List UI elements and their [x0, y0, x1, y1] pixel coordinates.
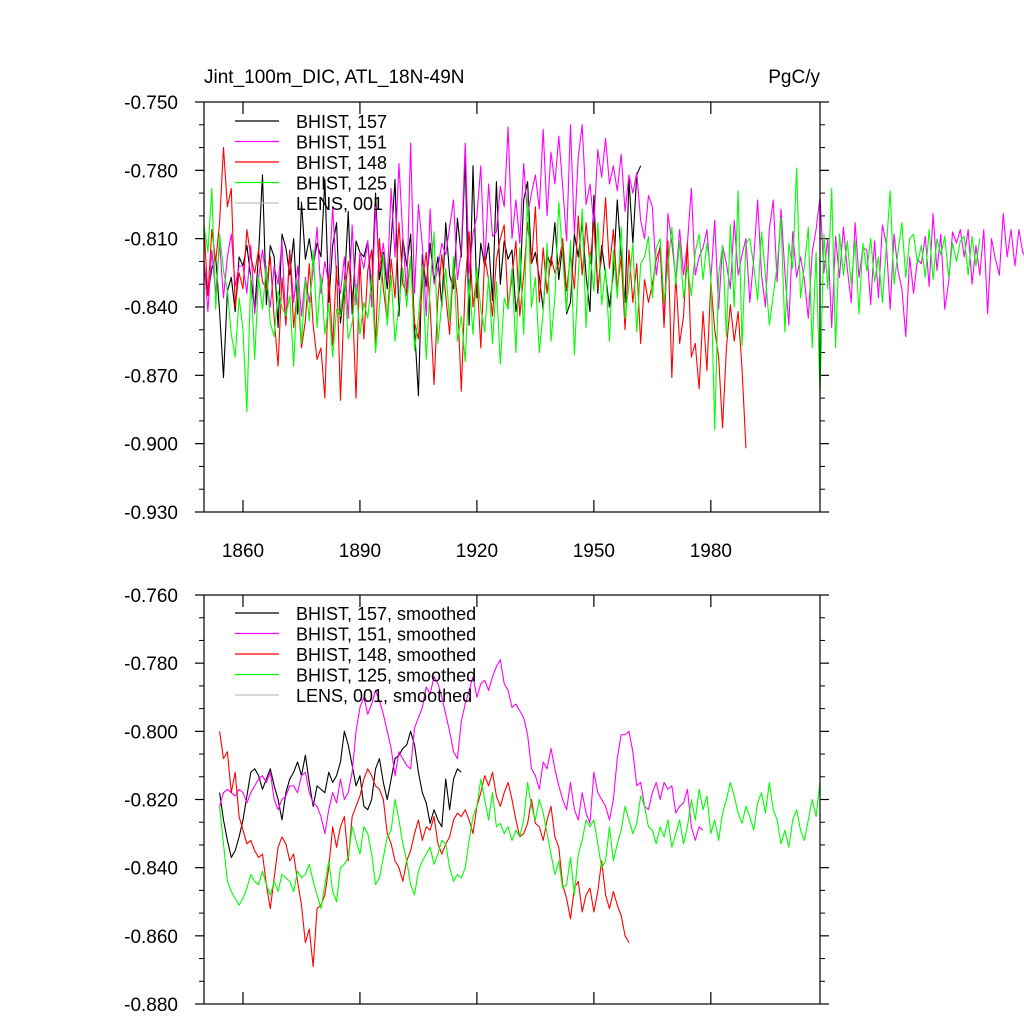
bottom-legend-label: BHIST, 157, smoothed: [296, 604, 476, 624]
top-x-tick-label: 1980: [690, 541, 732, 562]
top-panel-frame: [203, 101, 821, 513]
bottom-series-bhist-157-smoothed: [219, 730, 462, 858]
bottom-y-tick-label: -0.840: [124, 859, 178, 880]
top-panel-series: [203, 124, 1024, 449]
top-legend-label: BHIST, 151: [296, 133, 387, 153]
top-panel-y-axis: -0.750 -0.780 -0.810 -0.840 -0.870 -0.900 -0.9…: [124, 93, 829, 524]
top-legend-label: BHIST, 125: [296, 174, 387, 194]
top-series-bhist-125: [203, 167, 981, 431]
top-y-tick-label: -0.750: [124, 93, 178, 114]
top-x-tick-label: 1860: [222, 541, 264, 562]
top-legend-label: BHIST, 148: [296, 153, 387, 173]
top-panel-title-right: PgC/y: [768, 67, 820, 88]
bottom-legend-label: BHIST, 151, smoothed: [296, 625, 476, 645]
top-legend-label: BHIST, 157: [296, 112, 387, 132]
bottom-panel: -0.760 -0.780 -0.800 -0.820 -0.840 -0.860 -0.8…: [124, 586, 829, 1016]
bottom-panel-series: [219, 659, 821, 968]
bottom-series-bhist-151-smoothed: [219, 659, 704, 841]
bottom-y-tick-label: -0.760: [124, 586, 178, 607]
top-panel-title-left: Jint_100m_DIC, ATL_18N-49N: [204, 67, 465, 88]
top-panel: Jint_100m_DIC, ATL_18N-49N PgC/y -0.750-…: [124, 67, 1024, 562]
top-legend-label: LENS, 001: [296, 194, 383, 214]
bottom-panel-frame: [203, 594, 821, 1005]
bottom-legend-label: LENS, 001, smoothed: [296, 686, 472, 706]
top-y-tick-label: -0.930: [124, 503, 178, 524]
bottom-y-tick-label: -0.800: [124, 722, 178, 743]
top-y-tick-label: -0.900: [124, 435, 178, 456]
top-x-tick-label: 1950: [573, 541, 615, 562]
top-y-tick-label: -0.870: [124, 366, 178, 387]
top-x-tick-label: 1890: [339, 541, 381, 562]
top-panel-x-axis: 1860 1890 1920 1950 1980: [222, 102, 732, 562]
top-y-tick-label: -0.780: [124, 161, 178, 182]
bottom-legend-label: BHIST, 148, smoothed: [296, 645, 476, 665]
bottom-panel-x-axis: [242, 595, 712, 1004]
top-series-bhist-151: [203, 124, 1024, 338]
top-series-bhist-148: [203, 147, 747, 449]
top-x-tick-label: 1920: [456, 541, 498, 562]
bottom-series-bhist-125-smoothed: [219, 778, 821, 910]
top-y-tick-label: -0.840: [124, 298, 178, 319]
bottom-panel-y-axis: -0.760 -0.780 -0.800 -0.820 -0.840 -0.860 -0.8…: [124, 586, 829, 1016]
bottom-legend-label: BHIST, 125, smoothed: [296, 666, 476, 686]
bottom-y-tick-label: -0.880: [124, 995, 178, 1016]
top-y-tick-label: -0.810: [124, 230, 178, 251]
bottom-y-tick-label: -0.860: [124, 927, 178, 948]
bottom-y-tick-label: -0.780: [124, 654, 178, 675]
bottom-y-tick-label: -0.820: [124, 791, 178, 812]
bottom-series-bhist-148-smoothed: [219, 731, 630, 968]
